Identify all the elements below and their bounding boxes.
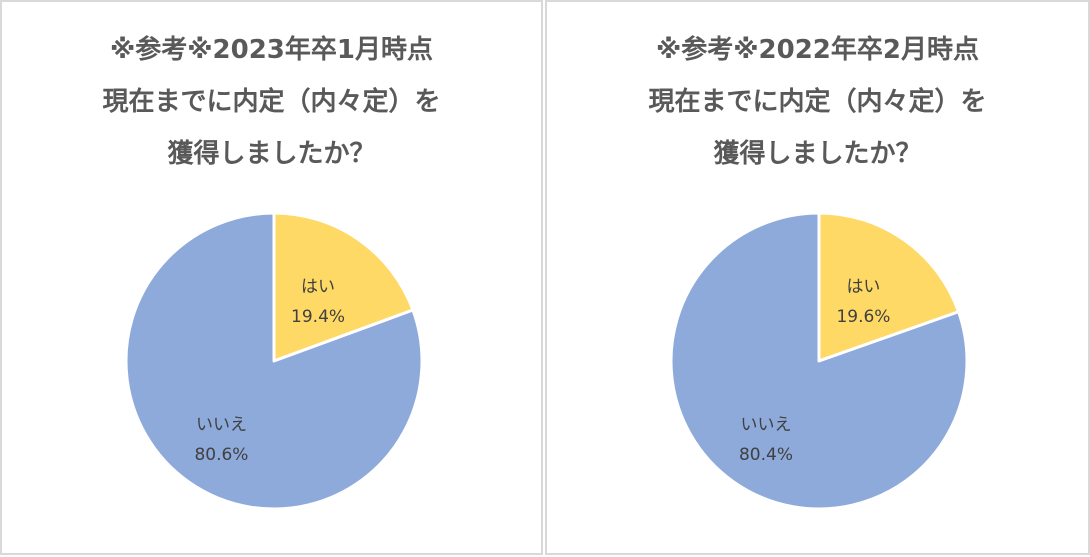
chart-title-line-3: 獲得しましたか？ <box>167 139 376 169</box>
chart-title: ※参考※2023年卒1月時点 現在までに内定（内々定）を 獲得しましたか？ <box>2 24 541 180</box>
chart-panel-2022: ※参考※2022年卒2月時点 現在までに内定（内々定）を 獲得しましたか？ はい… <box>545 0 1090 555</box>
slice-category-label: はい <box>301 277 335 297</box>
chart-title-line-2: 現在までに内定（内々定）を <box>102 87 441 117</box>
slice-percent-label: 19.4% <box>291 307 345 327</box>
chart-title: ※参考※2022年卒2月時点 現在までに内定（内々定）を 獲得しましたか？ <box>547 24 1088 180</box>
chart-title-line-3: 獲得しましたか？ <box>713 139 922 169</box>
chart-title-line-1: ※参考※2022年卒2月時点 <box>655 35 979 65</box>
chart-panel-2023: ※参考※2023年卒1月時点 現在までに内定（内々定）を 獲得しましたか？ はい… <box>0 0 543 555</box>
chart-title-line-1: ※参考※2023年卒1月時点 <box>109 35 433 65</box>
slice-category-label: いいえ <box>196 415 247 435</box>
chart-title-line-2: 現在までに内定（内々定）を <box>648 87 987 117</box>
slice-percent-label: 80.4% <box>739 445 793 465</box>
pie-slice-yes <box>272 211 415 363</box>
slice-percent-label: 19.6% <box>836 307 890 327</box>
slice-category-label: いいえ <box>741 415 792 435</box>
pie-chart-2022: はい 19.6% いいえ 80.4% <box>669 211 969 511</box>
slice-category-label: はい <box>846 277 880 297</box>
pie-slice-no <box>669 211 969 511</box>
pie-slice-no <box>124 211 424 511</box>
pie-chart-2023: はい 19.4% いいえ 80.6% <box>124 211 424 511</box>
slice-percent-label: 80.6% <box>194 445 248 465</box>
